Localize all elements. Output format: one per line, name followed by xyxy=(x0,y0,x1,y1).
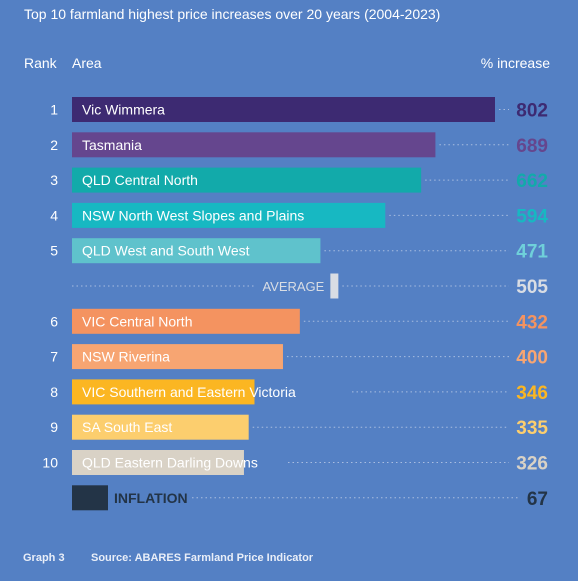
value-label: 689 xyxy=(516,136,548,157)
bar xyxy=(72,308,300,334)
rank-label: 2 xyxy=(50,137,58,153)
rank-column-header: Rank xyxy=(24,55,57,71)
rank-label: 5 xyxy=(50,243,58,259)
average-label: AVERAGE xyxy=(262,279,324,294)
rank-label: 9 xyxy=(50,419,58,435)
bar xyxy=(72,344,283,370)
chart-title: Top 10 farmland highest price increases … xyxy=(24,6,441,22)
bar xyxy=(72,202,386,228)
bar xyxy=(72,379,255,405)
bar-label: INFLATION xyxy=(114,490,188,506)
bar-label: SA South East xyxy=(82,419,172,435)
value-label: 346 xyxy=(516,383,548,404)
bar-label: VIC Central North xyxy=(82,313,192,329)
bar xyxy=(72,238,321,264)
bar xyxy=(72,132,436,158)
bar xyxy=(72,97,495,122)
value-label: 326 xyxy=(516,454,548,475)
bar-label: NSW North West Slopes and Plains xyxy=(82,207,304,223)
value-label: 505 xyxy=(516,277,548,298)
value-label: 432 xyxy=(516,312,548,333)
value-label: 662 xyxy=(516,171,548,192)
rank-label: 1 xyxy=(50,102,58,118)
rank-label: 4 xyxy=(50,207,58,223)
rank-label: 3 xyxy=(50,172,58,188)
bar xyxy=(72,414,249,440)
graph-label: Graph 3 xyxy=(23,552,65,564)
area-column-header: Area xyxy=(72,55,102,71)
bar-label: Vic Wimmera xyxy=(82,102,165,118)
rank-label: 10 xyxy=(42,455,58,471)
bar-label: QLD Central North xyxy=(82,172,198,188)
bar xyxy=(72,450,244,475)
rank-label: 6 xyxy=(50,313,58,329)
rank-label: 7 xyxy=(50,349,58,365)
value-column-header: % increase xyxy=(480,55,550,71)
value-label: 400 xyxy=(516,348,548,369)
value-label: 335 xyxy=(516,418,548,439)
value-label: 471 xyxy=(516,242,548,263)
bar-label: QLD West and South West xyxy=(82,243,250,259)
bar xyxy=(72,485,108,511)
average-marker xyxy=(330,273,339,299)
value-label: 802 xyxy=(516,101,548,122)
bar-label: Tasmania xyxy=(82,137,142,153)
source-note: Source: ABARES Farmland Price Indicator xyxy=(91,552,314,564)
bar-label: VIC Southern and Eastern Victoria xyxy=(82,384,296,400)
bar xyxy=(72,167,422,193)
bar-label: QLD Eastern Darling Downs xyxy=(82,455,258,471)
bar-label: NSW Riverina xyxy=(82,349,170,365)
value-label: 594 xyxy=(516,206,548,227)
rank-label: 8 xyxy=(50,384,58,400)
value-label: 67 xyxy=(527,489,548,510)
